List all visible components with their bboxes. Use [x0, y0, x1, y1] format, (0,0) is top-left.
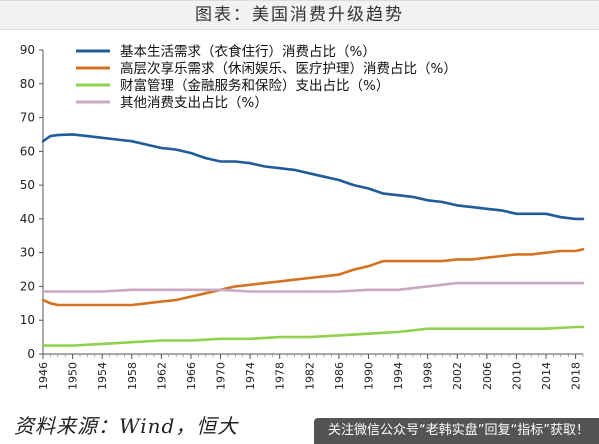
legend-label-4: 其他消费支出占比（%）: [120, 95, 268, 111]
series-line-3: [41, 325, 585, 347]
x-tick-label: 1958: [126, 362, 139, 390]
x-tick-label: 1954: [96, 362, 109, 390]
x-tick-label: 1970: [215, 362, 228, 390]
x-tick-label: 1950: [67, 362, 80, 390]
chart-legend: 基本生活需求（衣食住行）消费占比（%）高层次享乐需求（休闲娱乐、医疗护理）消费占…: [76, 43, 457, 111]
chart-axes: 0 10 20 30 40 50 60 70 80 90 1946 1950 1954 1958 1962 1…: [20, 43, 584, 390]
y-tick-label: 40: [20, 212, 35, 226]
x-tick-label: 2006: [481, 362, 494, 390]
x-tick-label: 2018: [570, 362, 583, 390]
source-note: 资料来源：Wind，恒大: [14, 414, 239, 438]
x-tick-label: 1982: [303, 362, 316, 390]
series-line-1: [41, 133, 585, 221]
chart-title: 图表：美国消费升级趋势: [0, 0, 599, 30]
series-line-2: [41, 248, 585, 307]
legend-label-2: 高层次享乐需求（休闲娱乐、医疗护理）消费占比（%）: [120, 60, 457, 77]
line-chart: 0 10 20 30 40 50 60 70 80 90 1946 1950 1954 1958 1962 1…: [20, 43, 585, 390]
x-tick-label: 2014: [540, 362, 553, 390]
x-tick-label: 1990: [362, 362, 375, 390]
x-tick-label: 1946: [37, 362, 50, 390]
x-tick-label: 1966: [185, 362, 198, 390]
x-tick-label: 2010: [510, 362, 523, 390]
watermark-banner: 关注微信公众号“老韩实盘”回复“指标”获取！: [314, 418, 599, 444]
y-tick-label: 50: [20, 178, 35, 192]
legend-label-1: 基本生活需求（衣食住行）消费占比（%）: [120, 43, 376, 60]
y-tick-label: 0: [27, 347, 35, 361]
x-tick-label: 1962: [155, 362, 168, 390]
series-line-4: [41, 281, 585, 293]
y-tick-label: 20: [20, 279, 35, 293]
y-tick-label: 30: [20, 246, 35, 260]
y-tick-label: 90: [20, 43, 35, 57]
x-tick-label: 1994: [392, 362, 405, 390]
legend-label-3: 财富管理（金融服务和保险）支出占比（%）: [120, 77, 389, 94]
x-tick-label: 2002: [451, 362, 464, 390]
y-tick-label: 70: [20, 111, 35, 125]
x-tick-label: 1974: [244, 362, 257, 390]
chart-series: [41, 133, 585, 347]
y-tick-label: 80: [20, 77, 35, 91]
y-tick-label: 60: [20, 144, 35, 158]
x-tick-label: 1986: [333, 362, 346, 390]
x-tick-label: 1978: [274, 362, 287, 390]
x-tick-label: 1998: [422, 362, 435, 390]
y-tick-label: 10: [20, 313, 35, 327]
